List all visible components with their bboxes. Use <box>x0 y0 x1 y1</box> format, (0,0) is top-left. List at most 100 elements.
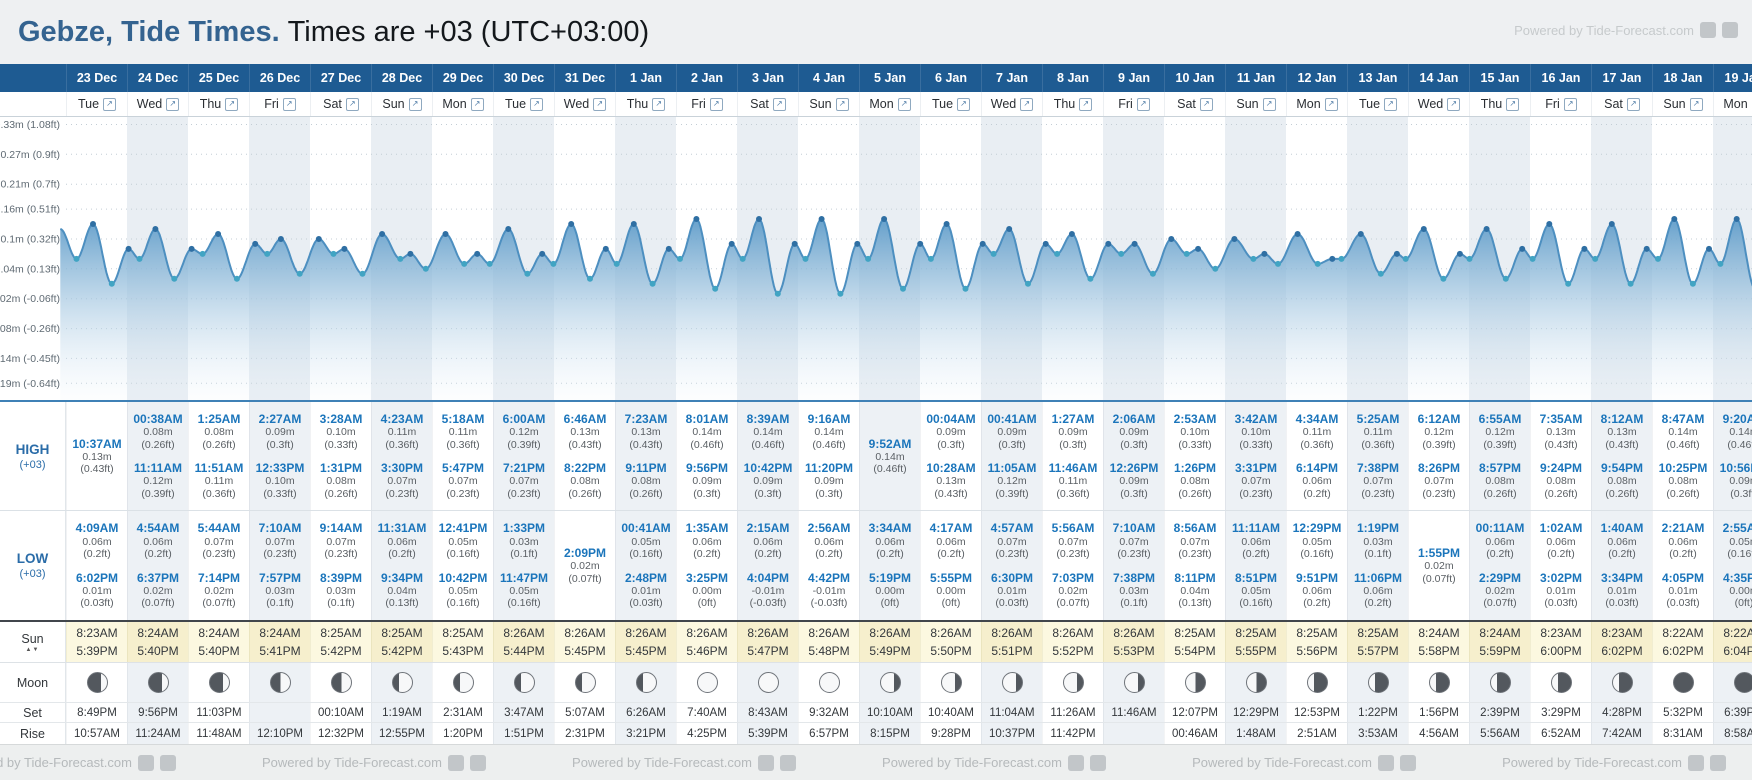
tide-height-m: 0.07m <box>387 475 417 488</box>
tide-height-m: 0.06m <box>143 535 173 548</box>
moon-phase-icon <box>1306 672 1328 693</box>
sunset-time: 5:42PM <box>320 644 362 658</box>
expand-day-icon[interactable]: ↗ <box>1199 97 1213 111</box>
moon-phase-icon <box>696 672 718 693</box>
watermark-link[interactable]: Powered by Tide-Forecast.com <box>1514 22 1694 38</box>
sun-times-cell: 8:24AM 5:40PM <box>188 622 249 662</box>
expand-day-icon[interactable]: ↗ <box>835 97 849 111</box>
tide-time: 6:55AM <box>1478 412 1522 427</box>
tide-entry: 1:40AM 0.06m (0.2ft) <box>1601 521 1644 560</box>
expand-day-icon[interactable]: ↗ <box>282 97 296 111</box>
timezone-subtitle: Times are +03 (UTC+03:00) <box>287 15 650 48</box>
moon-phase-cell <box>432 663 493 702</box>
tide-entry: 1:33PM 0.03m (0.1ft) <box>503 521 545 560</box>
tide-height-m: 0.08m <box>326 475 356 488</box>
footer-watermark: Powered by Tide-Forecast.com <box>262 754 486 771</box>
expand-day-icon[interactable]: ↗ <box>652 97 666 111</box>
expand-day-icon[interactable]: ↗ <box>103 97 117 111</box>
tide-height-m: 0.06m <box>1241 535 1271 548</box>
tide-entry: 4:09AM 0.06m (0.2ft) <box>76 521 119 560</box>
timezone-label: (+03) <box>19 568 46 580</box>
date-header-cell: 1 Jan <box>615 64 676 92</box>
expand-day-icon[interactable]: ↗ <box>345 97 359 111</box>
svg-text:-0.14m (-0.45ft): -0.14m (-0.45ft) <box>0 353 60 365</box>
moonset-time-cell: 7:40AM <box>676 703 737 722</box>
low-tide-cell: 12:41PM 0.05m (0.16ft) 10:42PM 0.05m (0.16ft) <box>432 511 493 620</box>
expand-day-icon[interactable]: ↗ <box>1136 97 1150 111</box>
tide-time: 7:23AM <box>624 412 668 427</box>
tide-time: 6:00AM <box>502 412 546 427</box>
tide-time: 4:42PM <box>807 570 851 585</box>
moonset-time-cell: 8:43AM <box>737 703 798 722</box>
expand-day-icon[interactable]: ↗ <box>225 97 239 111</box>
expand-day-icon[interactable]: ↗ <box>957 97 971 111</box>
expand-day-icon[interactable]: ↗ <box>1626 97 1640 111</box>
weekday-label: Sat <box>323 97 342 111</box>
tide-entry: 11:31AM 0.06m (0.2ft) <box>378 521 427 560</box>
tide-height-ft: (0.26ft) <box>629 487 663 500</box>
high-tide-cell: 1:25AM 0.08m (0.26ft) 11:51AM 0.11m (0.36ft) <box>188 402 249 510</box>
expand-day-icon[interactable]: ↗ <box>1506 97 1520 111</box>
tide-entry: 3:34AM 0.06m (0.2ft) <box>869 521 912 560</box>
tide-height-m: 0.11m <box>387 426 417 439</box>
tide-height-ft: (0.07ft) <box>1422 572 1456 585</box>
tide-time: 8:22PM <box>563 461 607 476</box>
watermark-link[interactable]: Powered by Tide-Forecast.com <box>0 755 132 770</box>
watermark-link[interactable]: Powered by Tide-Forecast.com <box>572 755 752 770</box>
expand-day-icon[interactable]: ↗ <box>1079 97 1093 111</box>
tide-height-m: 0.03m <box>1363 535 1393 548</box>
tide-height-m: 0.05m <box>448 584 478 597</box>
high-tide-cell: 00:38AM 0.08m (0.26ft) 11:11AM 0.12m (0.39ft) <box>127 402 188 510</box>
expand-day-icon[interactable]: ↗ <box>897 97 911 111</box>
tide-time: 5:47PM <box>441 461 485 476</box>
moonrise-time-cell: 3:21PM <box>615 723 676 744</box>
tide-height-ft: (0.3ft) <box>998 438 1026 451</box>
expand-day-icon[interactable]: ↗ <box>470 97 484 111</box>
watermark-link[interactable]: Powered by Tide-Forecast.com <box>1192 755 1372 770</box>
tide-time: 10:25PM <box>1658 461 1708 476</box>
tide-time: 8:12AM <box>1600 412 1644 427</box>
date-header-cell: 17 Jan <box>1591 64 1652 92</box>
expand-day-icon[interactable]: ↗ <box>1563 97 1577 111</box>
tide-time: 3:34PM <box>1600 570 1644 585</box>
expand-day-icon[interactable]: ↗ <box>408 97 422 111</box>
watermark-link[interactable]: Powered by Tide-Forecast.com <box>882 755 1062 770</box>
watermark-link[interactable]: Powered by Tide-Forecast.com <box>1502 755 1682 770</box>
moonrise-time-cell: 10:57AM <box>66 723 127 744</box>
moon-phase-cell <box>188 663 249 702</box>
tide-height-m: 0.01m <box>82 584 112 597</box>
tide-height-m: 0.06m <box>1546 535 1576 548</box>
watermark-link[interactable]: Powered by Tide-Forecast.com <box>262 755 442 770</box>
tide-entry: 4:23AM 0.11m (0.36ft) <box>381 412 424 451</box>
tide-time: 8:26PM <box>1417 461 1461 476</box>
moon-phase-icon <box>208 672 230 693</box>
expand-day-icon[interactable]: ↗ <box>1020 97 1034 111</box>
expand-day-icon[interactable]: ↗ <box>1384 97 1398 111</box>
expand-day-icon[interactable]: ↗ <box>1262 97 1276 111</box>
expand-day-icon[interactable]: ↗ <box>166 97 180 111</box>
tide-time: 2:56AM <box>807 521 851 536</box>
tide-time: 5:18AM <box>441 412 485 427</box>
tide-height-m: 0.13m <box>570 426 600 439</box>
expand-day-icon[interactable]: ↗ <box>772 97 786 111</box>
weekday-cell: Sun ↗ <box>798 92 859 116</box>
tide-entry: 3:25PM 0.00m (0ft) <box>686 571 728 610</box>
low-row-label: LOW (+03) <box>0 511 66 620</box>
expand-day-icon[interactable]: ↗ <box>709 97 723 111</box>
moon-phase-icon <box>940 672 962 693</box>
low-tide-cell: 1:55PM 0.02m (0.07ft) <box>1408 511 1469 620</box>
moon-phase-cell <box>1530 663 1591 702</box>
tide-height-ft: (0.26ft) <box>202 438 236 451</box>
high-tide-row: HIGH (+03) 10:37AM 0.13m (0.43ft) 00:38AM 0.… <box>0 400 1752 510</box>
expand-day-icon[interactable]: ↗ <box>1447 97 1461 111</box>
expand-day-icon[interactable]: ↗ <box>1689 97 1703 111</box>
tide-time: 7:57PM <box>258 570 302 585</box>
expand-day-icon[interactable]: ↗ <box>593 97 607 111</box>
date-header-cell: 16 Jan <box>1530 64 1591 92</box>
tide-entry: 9:52AM 0.14m (0.46ft) <box>869 437 912 476</box>
expand-day-icon[interactable]: ↗ <box>530 97 544 111</box>
moonrise-time-cell: 5:39PM <box>737 723 798 744</box>
powered-by-watermark: Powered by Tide-Forecast.com <box>1514 22 1738 38</box>
tide-entry: 2:06AM 0.09m (0.3ft) <box>1113 412 1156 451</box>
expand-day-icon[interactable]: ↗ <box>1324 97 1338 111</box>
